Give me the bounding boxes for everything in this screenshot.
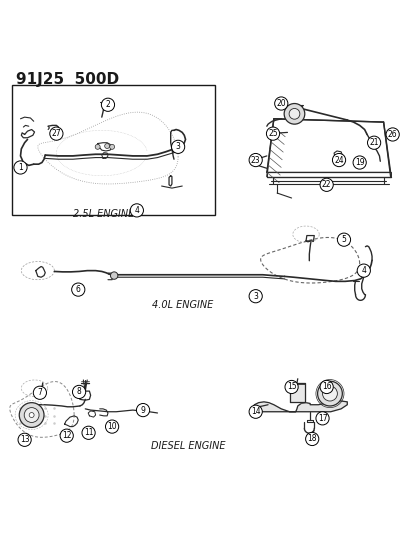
Text: 25: 25 — [268, 129, 277, 138]
Circle shape — [319, 381, 332, 393]
Circle shape — [50, 127, 63, 140]
Text: 6: 6 — [76, 285, 81, 294]
Text: 19: 19 — [354, 158, 363, 167]
Circle shape — [82, 426, 95, 439]
Text: 12: 12 — [62, 431, 71, 440]
Text: 22: 22 — [321, 180, 331, 189]
Text: 27: 27 — [52, 129, 61, 138]
Text: 9: 9 — [140, 406, 145, 415]
Text: 3: 3 — [175, 142, 180, 151]
Circle shape — [71, 283, 85, 296]
Circle shape — [367, 136, 380, 149]
Circle shape — [315, 411, 328, 425]
Circle shape — [266, 127, 279, 140]
Circle shape — [249, 405, 262, 418]
Circle shape — [288, 109, 299, 119]
Circle shape — [18, 433, 31, 447]
Circle shape — [356, 264, 370, 277]
Text: 2.5L ENGINE: 2.5L ENGINE — [73, 209, 134, 219]
Text: 7: 7 — [37, 388, 42, 397]
Text: 91J25  500D: 91J25 500D — [17, 72, 119, 87]
Text: 20: 20 — [276, 99, 285, 108]
Circle shape — [60, 429, 73, 442]
Text: 15: 15 — [286, 383, 296, 391]
Polygon shape — [252, 401, 347, 411]
Text: 26: 26 — [387, 130, 396, 139]
Circle shape — [19, 402, 44, 427]
Text: 3: 3 — [253, 292, 257, 301]
Circle shape — [95, 144, 100, 149]
Circle shape — [385, 128, 398, 141]
Circle shape — [249, 289, 262, 303]
Text: 10: 10 — [107, 422, 116, 431]
Text: 4: 4 — [361, 266, 366, 275]
Text: 4.0L ENGINE: 4.0L ENGINE — [151, 300, 212, 310]
Circle shape — [109, 144, 114, 149]
Circle shape — [352, 156, 366, 169]
Circle shape — [284, 381, 297, 393]
Text: 8: 8 — [76, 387, 81, 397]
Text: 18: 18 — [307, 434, 316, 443]
Circle shape — [14, 161, 27, 174]
Circle shape — [29, 413, 34, 417]
Circle shape — [337, 233, 350, 246]
Text: 5: 5 — [341, 235, 346, 244]
Text: 1: 1 — [18, 163, 23, 172]
Text: 14: 14 — [250, 407, 260, 416]
Text: 16: 16 — [321, 383, 331, 391]
Polygon shape — [289, 383, 304, 402]
Circle shape — [319, 178, 332, 191]
Circle shape — [130, 204, 143, 217]
Circle shape — [317, 381, 342, 406]
Text: 11: 11 — [83, 429, 93, 437]
Text: 24: 24 — [333, 156, 343, 165]
Text: 21: 21 — [368, 138, 378, 147]
Text: 23: 23 — [250, 156, 260, 165]
Circle shape — [332, 154, 345, 167]
Circle shape — [171, 140, 184, 154]
Circle shape — [104, 143, 109, 149]
Text: 17: 17 — [317, 414, 327, 423]
Bar — [12, 85, 215, 215]
Circle shape — [110, 272, 118, 279]
Circle shape — [305, 432, 318, 446]
Circle shape — [283, 103, 304, 124]
Circle shape — [249, 154, 262, 167]
Circle shape — [101, 98, 114, 111]
Text: 2: 2 — [105, 100, 110, 109]
Circle shape — [322, 386, 337, 401]
Circle shape — [72, 385, 85, 399]
Circle shape — [105, 420, 119, 433]
Circle shape — [274, 97, 287, 110]
Text: 13: 13 — [20, 435, 29, 445]
Text: DIESEL ENGINE: DIESEL ENGINE — [151, 441, 225, 451]
Circle shape — [33, 386, 46, 399]
Text: 4: 4 — [134, 206, 139, 215]
Circle shape — [136, 403, 149, 417]
Circle shape — [24, 408, 39, 423]
